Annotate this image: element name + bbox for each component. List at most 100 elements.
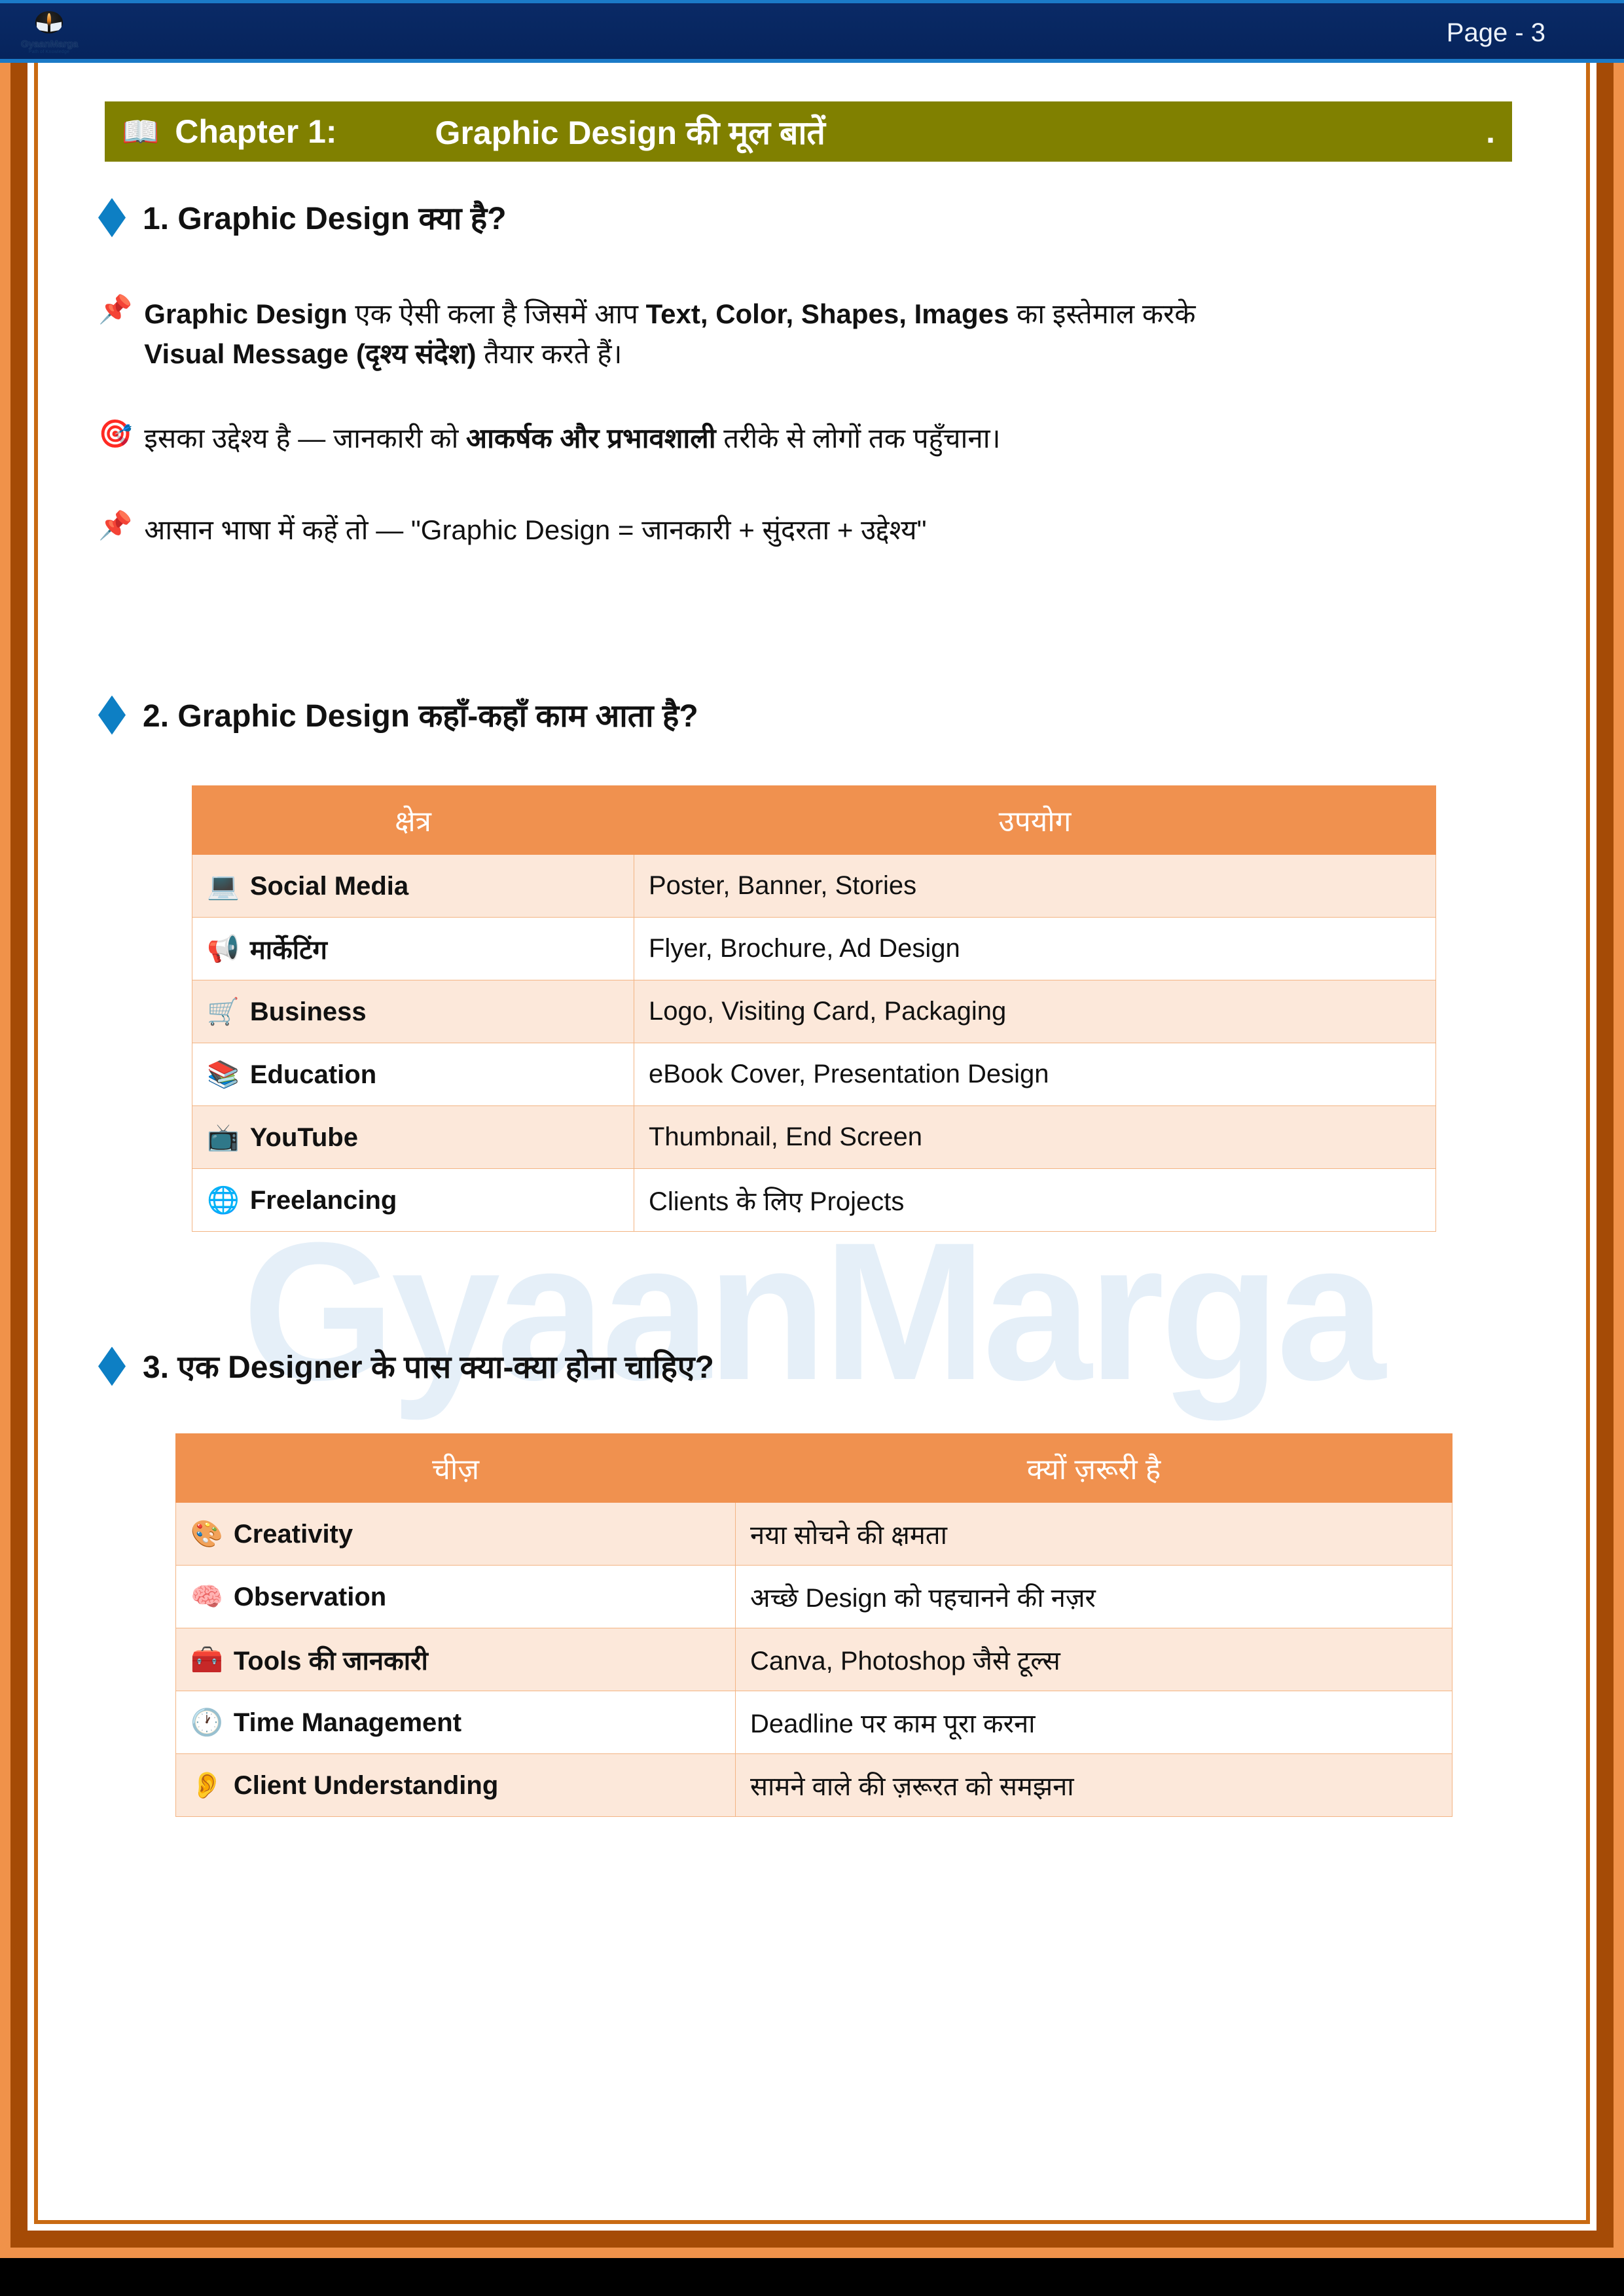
shopping-cart-icon: 🛒 (207, 997, 240, 1027)
section-heading-2: 2. Graphic Design कहाँ-कहाँ काम आता है? (98, 694, 698, 736)
table-usage-cell-name: 🌐 Freelancing (192, 1168, 634, 1232)
paragraph-formula: 📌 आसान भाषा में कहें तो — "Graphic Desig… (98, 510, 1538, 550)
brand-tagline: Path of Knowledge (28, 50, 70, 54)
laptop-icon: 💻 (207, 872, 240, 901)
section-heading-1: 1. Graphic Design क्या है? (98, 196, 507, 239)
table-row: 💻 Social Media Poster, Banner, Stories (192, 854, 1436, 918)
table-skills-cell-reason: Canva, Photoshop जैसे टूल्स (735, 1628, 1453, 1691)
table-usage-header-use: उपयोग (634, 785, 1436, 855)
page-header: GyaanMarga Path of Knowledge Page - 3 (0, 0, 1624, 63)
table-skills-name-label: Time Management (233, 1708, 462, 1737)
page-number: Page - 3 (1446, 18, 1545, 47)
table-row: 📢 मार्केटिंग Flyer, Brochure, Ad Design (192, 917, 1436, 980)
table-skills-header-reason: क्यों ज़रूरी है (735, 1433, 1453, 1503)
section-heading-3: 3. एक Designer के पास क्या-क्या होना चाह… (98, 1345, 714, 1388)
table-skills-cell-name: 🎨 Creativity (175, 1502, 736, 1566)
chapter-title-bar: 📖 Chapter 1: Graphic Design की मूल बातें… (105, 101, 1512, 162)
table-usage-cell-usage: Clients के लिए Projects (634, 1168, 1436, 1232)
definition-mid-1: एक ऐसी कला है जिसमें आप (347, 298, 646, 329)
table-usage-name-label: Business (249, 997, 367, 1026)
table-skills-cell-reason: सामने वाले की ज़रूरत को समझना (735, 1753, 1453, 1817)
table-usage-cell-usage: Logo, Visiting Card, Packaging (634, 980, 1436, 1043)
definition-elements: Text, Color, Shapes, Images (645, 298, 1009, 329)
table-skills-name-label: Client Understanding (233, 1770, 499, 1800)
books-icon: 📚 (207, 1060, 240, 1090)
table-row: 🌐 Freelancing Clients के लिए Projects (192, 1168, 1436, 1232)
table-usage-cell-name: 📺 YouTube (192, 1105, 634, 1169)
table-skills-cell-reason: Deadline पर काम पूरा करना (735, 1691, 1453, 1754)
pushpin-icon: 📌 (98, 510, 133, 541)
definition-term: Graphic Design (144, 298, 348, 329)
blue-diamond-icon (98, 198, 126, 238)
table-skills-name-label: Creativity (233, 1519, 353, 1549)
book-torch-emblem-icon (31, 11, 67, 37)
page-bottom-strip (0, 2258, 1624, 2296)
table-skills-name-label: Tools की जानकारी (233, 1647, 428, 1676)
table-skills-cell-reason: अच्छे Design को पहचानने की नज़र (735, 1565, 1453, 1628)
table-skills: चीज़ क्यों ज़रूरी है 🎨 Creativity नया सोच… (175, 1433, 1453, 1817)
table-skills-cell-reason: नया सोचने की क्षमता (735, 1502, 1453, 1566)
purpose-emphasis: आकर्षक और प्रभावशाली (466, 423, 716, 454)
brain-icon: 🧠 (190, 1583, 223, 1612)
table-usage-cell-name: 📚 Education (192, 1043, 634, 1106)
purpose-lead: इसका उद्देश्य है — जानकारी को (144, 423, 466, 454)
blue-diamond-icon (98, 695, 126, 735)
ear-icon: 👂 (190, 1771, 223, 1801)
table-usage-name-label: मार्केटिंग (249, 936, 327, 965)
table-row: 📺 YouTube Thumbnail, End Screen (192, 1105, 1436, 1169)
table-skills-header-thing: चीज़ (175, 1433, 736, 1503)
chapter-title: Graphic Design की मूल बातें (435, 115, 825, 151)
open-book-icon: 📖 (122, 115, 160, 149)
megaphone-icon: 📢 (207, 935, 240, 963)
table-row: 🧰 Tools की जानकारी Canva, Photoshop जैसे … (175, 1628, 1453, 1691)
table-skills-cell-name: 🧠 Observation (175, 1565, 736, 1628)
paragraph-definition-text: Graphic Design एक ऐसी कला है जिसमें आप T… (144, 295, 1195, 374)
dart-target-icon: 🎯 (98, 418, 133, 449)
table-row: 🕐 Time Management Deadline पर काम पूरा कर… (175, 1691, 1453, 1754)
table-usage-cell-name: 📢 मार्केटिंग (192, 917, 634, 980)
section-heading-3-label: 3. एक Designer के पास क्या-क्या होना चाह… (143, 1350, 714, 1385)
definition-tail: तैयार करते हैं। (476, 338, 623, 369)
paragraph-purpose-text: इसका उद्देश्य है — जानकारी को आकर्षक और … (144, 419, 1000, 459)
chapter-label: Chapter 1: (175, 113, 337, 150)
chapter-trailing-dot: . (1486, 113, 1495, 150)
table-skills-cell-name: 🕐 Time Management (175, 1691, 736, 1754)
definition-mid-2: का इस्तेमाल करके (1009, 298, 1196, 329)
table-usage-cell-name: 💻 Social Media (192, 854, 634, 918)
table-skills-cell-name: 👂 Client Understanding (175, 1753, 736, 1817)
table-usage: क्षेत्र उपयोग 💻 Social Media Poster, Bann… (192, 785, 1436, 1232)
table-row: 🎨 Creativity नया सोचने की क्षमता (175, 1502, 1453, 1566)
globe-icon: 🌐 (207, 1186, 240, 1215)
table-usage-name-label: Social Media (249, 871, 409, 901)
table-usage-cell-usage: Thumbnail, End Screen (634, 1105, 1436, 1169)
table-row: 📚 Education eBook Cover, Presentation Des… (192, 1043, 1436, 1106)
table-usage-cell-usage: eBook Cover, Presentation Design (634, 1043, 1436, 1106)
table-row: 👂 Client Understanding सामने वाले की ज़रू… (175, 1753, 1453, 1817)
definition-visual-message: Visual Message (दृश्य संदेश) (144, 338, 477, 369)
table-usage-name-label: Education (249, 1060, 377, 1089)
table-usage-header-field: क्षेत्र (192, 785, 634, 855)
brand-logo: GyaanMarga Path of Knowledge (21, 11, 79, 60)
table-usage-cell-usage: Flyer, Brochure, Ad Design (634, 917, 1436, 980)
blue-diamond-icon (98, 1346, 126, 1386)
table-usage-cell-usage: Poster, Banner, Stories (634, 854, 1436, 918)
table-usage-name-label: YouTube (249, 1122, 358, 1152)
brand-name: GyaanMarga (21, 39, 79, 50)
pushpin-icon: 📌 (98, 294, 133, 325)
paragraph-purpose: 🎯 इसका उद्देश्य है — जानकारी को आकर्षक औ… (98, 418, 1538, 459)
table-row: 🧠 Observation अच्छे Design को पहचानने की … (175, 1565, 1453, 1628)
table-row: 🛒 Business Logo, Visiting Card, Packaging (192, 980, 1436, 1043)
section-heading-2-label: 2. Graphic Design कहाँ-कहाँ काम आता है? (143, 699, 698, 734)
table-usage-cell-name: 🛒 Business (192, 980, 634, 1043)
table-skills-name-label: Observation (233, 1582, 387, 1611)
toolbox-icon: 🧰 (190, 1645, 223, 1674)
table-skills-cell-name: 🧰 Tools की जानकारी (175, 1628, 736, 1691)
watermark-text: GyaanMarga (242, 1201, 1386, 1421)
paragraph-formula-text: आसान भाषा में कहें तो — "Graphic Design … (144, 514, 927, 545)
section-heading-1-label: 1. Graphic Design क्या है? (143, 202, 507, 236)
table-skills-header-row: चीज़ क्यों ज़रूरी है (175, 1433, 1453, 1503)
clock-icon: 🕐 (190, 1708, 223, 1738)
palette-icon: 🎨 (190, 1520, 223, 1549)
